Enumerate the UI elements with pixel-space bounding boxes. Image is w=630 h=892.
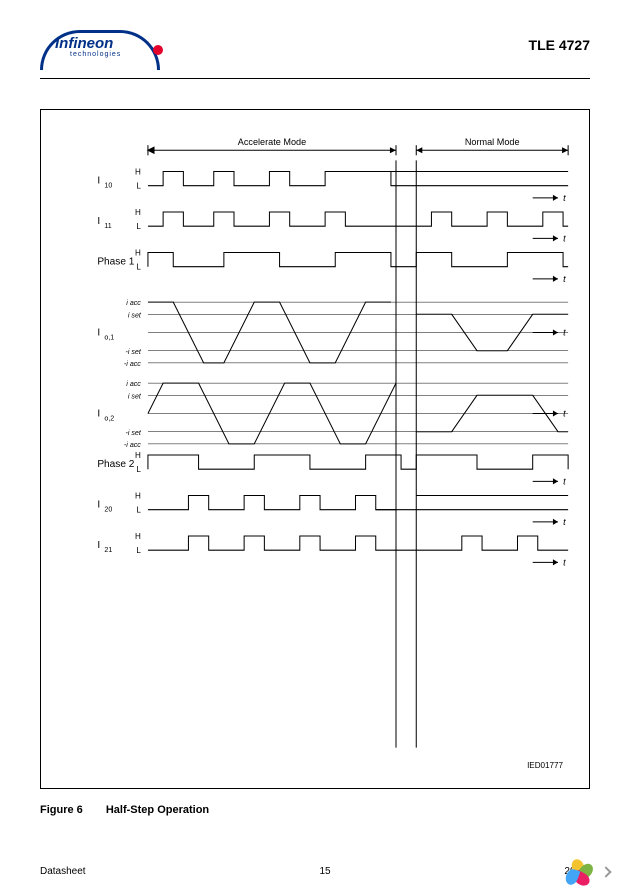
- svg-text:i set: i set: [128, 392, 142, 400]
- svg-text:Phase 2: Phase 2: [97, 459, 134, 470]
- svg-text:-i set: -i set: [126, 429, 142, 437]
- svg-text:IED01777: IED01777: [527, 761, 563, 770]
- svg-text:H: H: [135, 208, 141, 217]
- svg-text:i acc: i acc: [126, 299, 141, 307]
- svg-text:H: H: [135, 249, 141, 258]
- svg-text:o,1: o,1: [104, 334, 114, 342]
- svg-text:t: t: [563, 476, 566, 486]
- figure-number: Figure 6: [40, 804, 83, 816]
- footer-left: Datasheet: [40, 866, 86, 877]
- svg-text:H: H: [135, 451, 141, 460]
- svg-text:L: L: [136, 263, 141, 272]
- svg-text:10: 10: [104, 182, 112, 190]
- svg-text:I: I: [97, 176, 100, 187]
- svg-text:t: t: [563, 517, 566, 527]
- svg-text:H: H: [135, 532, 141, 541]
- header-rule: [40, 78, 590, 79]
- page-footer: Datasheet 15 2005-: [40, 866, 590, 877]
- svg-text:L: L: [136, 182, 141, 191]
- svg-text:i set: i set: [128, 311, 142, 319]
- svg-text:20: 20: [104, 506, 112, 514]
- timing-diagram: Accelerate ModeNormal ModeI10HLtI11HLtPh…: [40, 109, 590, 789]
- svg-text:Accelerate Mode: Accelerate Mode: [238, 137, 306, 147]
- svg-text:L: L: [136, 222, 141, 231]
- svg-text:I: I: [97, 409, 100, 420]
- logo: Infineon technologies: [40, 25, 180, 65]
- svg-text:H: H: [135, 492, 141, 501]
- figure-title: Half-Step Operation: [106, 804, 209, 816]
- svg-text:I: I: [97, 540, 100, 551]
- svg-text:Phase 1: Phase 1: [97, 257, 134, 268]
- svg-text:21: 21: [104, 546, 112, 554]
- chevron-right-icon[interactable]: [600, 866, 611, 877]
- svg-text:-i set: -i set: [126, 348, 142, 356]
- svg-text:t: t: [563, 274, 566, 284]
- svg-text:t: t: [563, 557, 566, 567]
- svg-text:I: I: [97, 328, 100, 339]
- svg-text:H: H: [135, 168, 141, 177]
- svg-text:i acc: i acc: [126, 380, 141, 388]
- part-number: TLE 4727: [529, 37, 590, 53]
- svg-text:L: L: [136, 506, 141, 515]
- page-header: Infineon technologies TLE 4727: [40, 20, 590, 70]
- footer-center: 15: [319, 866, 330, 877]
- svg-text:I: I: [97, 500, 100, 511]
- svg-text:t: t: [563, 233, 566, 243]
- svg-text:o,2: o,2: [104, 415, 114, 423]
- svg-text:-i acc: -i acc: [124, 441, 141, 449]
- figure-caption: Figure 6 Half-Step Operation: [40, 804, 590, 816]
- logo-text: Infineon: [55, 35, 113, 52]
- svg-text:Normal Mode: Normal Mode: [465, 137, 520, 147]
- svg-text:-i acc: -i acc: [124, 360, 141, 368]
- flower-icon: [564, 857, 594, 887]
- corner-widget: [564, 857, 625, 887]
- logo-subtext: technologies: [70, 51, 121, 58]
- svg-text:L: L: [136, 465, 141, 474]
- svg-text:L: L: [136, 546, 141, 555]
- svg-text:t: t: [563, 193, 566, 203]
- svg-text:11: 11: [104, 222, 111, 230]
- svg-text:I: I: [97, 216, 100, 227]
